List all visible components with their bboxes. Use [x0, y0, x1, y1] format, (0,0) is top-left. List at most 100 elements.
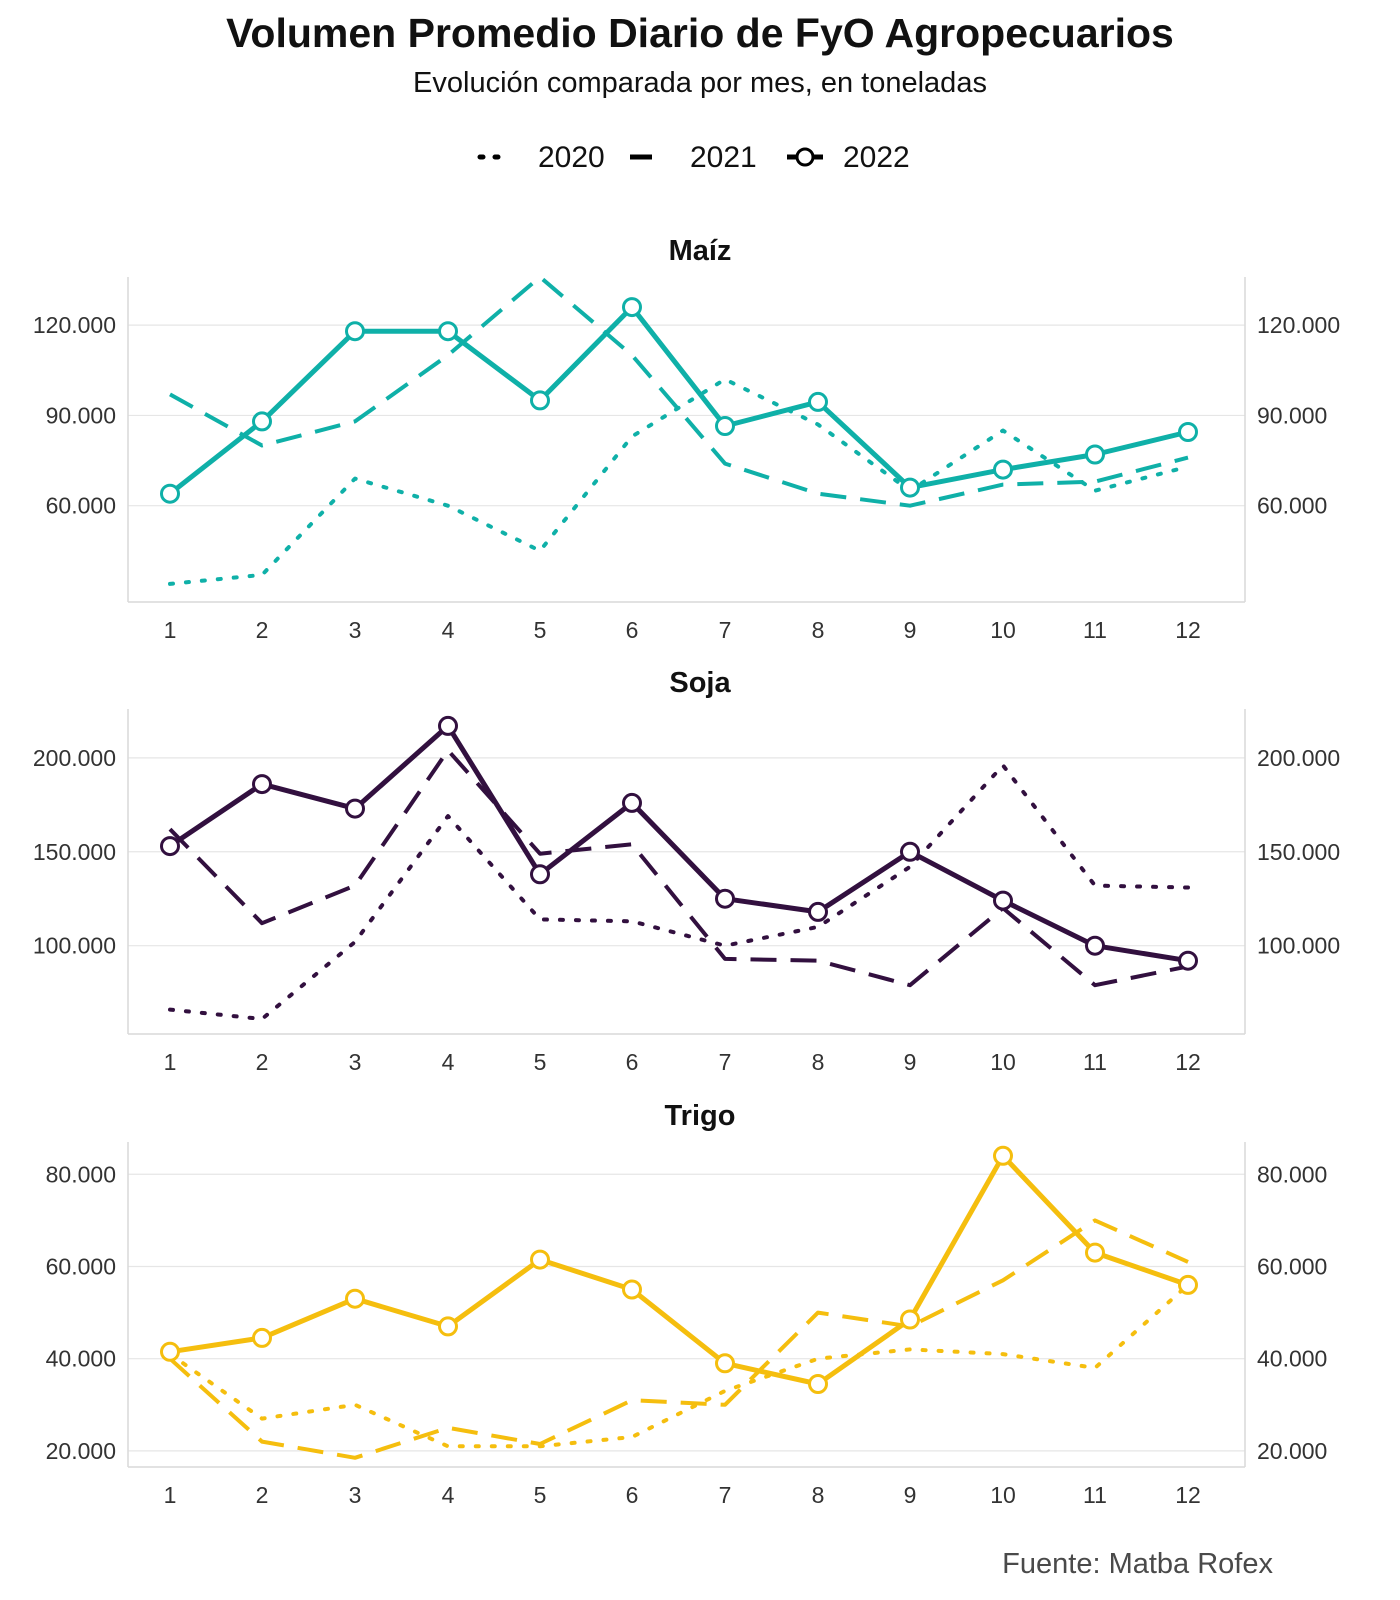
x-tick-label: 2 — [256, 1482, 269, 1508]
x-tick-label: 6 — [626, 617, 639, 643]
data-point-2022 — [1085, 935, 1105, 956]
y-tick-label-left: 40.000 — [46, 1346, 116, 1372]
y-tick-label-left: 80.000 — [46, 1161, 116, 1187]
data-point-2022 — [993, 890, 1013, 911]
data-point-2022 — [622, 792, 642, 813]
data-point-2022 — [530, 864, 550, 885]
x-tick-label: 9 — [904, 617, 917, 643]
y-tick-label-right: 90.000 — [1257, 402, 1327, 428]
panel-maiz: Maíz 60.000 60.000 90.000 90.000 120.000 120.… — [0, 235, 1400, 665]
legend-item-2021: 2021 — [630, 141, 757, 174]
panel-plot-soja: 100.000 100.000 150.000 150.000 200.000 200.0… — [33, 709, 1340, 1075]
y-tick-label-right: 60.000 — [1257, 1253, 1327, 1279]
legend-key-point — [795, 147, 815, 167]
legend: 2020 2021 2022 — [0, 135, 1400, 185]
y-tick-label-left: 120.000 — [33, 312, 116, 338]
x-tick-label: 10 — [990, 1482, 1016, 1508]
panel-title-soja: Soja — [669, 667, 731, 699]
series-line-2021 — [168, 1218, 1189, 1460]
legend-label-2021: 2021 — [690, 141, 757, 174]
data-point-2022 — [900, 477, 920, 498]
x-tick-label: 12 — [1175, 1482, 1201, 1508]
x-tick-label: 7 — [719, 1049, 732, 1075]
data-point-2022 — [808, 391, 828, 412]
x-tick-label: 2 — [256, 617, 269, 643]
legend-item-2022: 2022 — [787, 141, 910, 174]
y-tick-label-left: 60.000 — [46, 1253, 116, 1279]
x-tick-label: 10 — [990, 617, 1016, 643]
data-point-2022 — [160, 483, 180, 504]
x-tick-label: 12 — [1175, 617, 1201, 643]
data-point-2022 — [715, 416, 735, 436]
data-point-2022 — [1178, 422, 1198, 442]
x-tick-label: 1 — [164, 1049, 177, 1075]
data-point-2022 — [808, 1374, 828, 1394]
data-point-2022 — [715, 888, 735, 909]
panel-plot-trigo: 20.000 20.000 40.000 40.000 60.000 60.000 80.0… — [46, 1142, 1327, 1508]
series-line-2021 — [169, 275, 1189, 508]
x-tick-label: 4 — [442, 617, 455, 643]
y-tick-label-left: 60.000 — [46, 493, 116, 519]
data-point-2022 — [715, 1353, 735, 1374]
data-point-2022 — [530, 390, 550, 411]
panel-trigo: Trigo 20.000 20.000 40.000 40.000 60.000 60.0… — [0, 1100, 1400, 1530]
x-tick-label: 9 — [904, 1049, 917, 1075]
legend-label-2022: 2022 — [843, 141, 910, 174]
y-tick-label-right: 20.000 — [1257, 1438, 1327, 1464]
x-tick-label: 6 — [626, 1482, 639, 1508]
y-tick-label-left: 90.000 — [46, 402, 116, 428]
data-point-2022 — [993, 459, 1013, 480]
x-tick-label: 1 — [164, 1482, 177, 1508]
x-tick-label: 4 — [442, 1049, 455, 1075]
chart-title: Volumen Promedio Diario de FyO Agropecua… — [226, 10, 1174, 56]
x-tick-label: 12 — [1175, 1049, 1201, 1075]
legend-label-2020: 2020 — [538, 141, 605, 174]
x-tick-label: 6 — [626, 1049, 639, 1075]
series-line-2022 — [168, 723, 1189, 964]
data-point-2022 — [345, 798, 365, 819]
data-point-2022 — [345, 1288, 365, 1309]
y-tick-label-left: 150.000 — [33, 839, 116, 865]
y-tick-label-left: 20.000 — [46, 1438, 116, 1464]
x-tick-label: 2 — [256, 1049, 269, 1075]
panel-soja: Soja 100.000 100.000 150.000 150.000 200.000… — [0, 667, 1400, 1097]
data-point-2022 — [438, 715, 458, 736]
x-tick-label: 8 — [812, 1049, 825, 1075]
y-tick-label-left: 200.000 — [33, 745, 116, 771]
y-tick-label-right: 40.000 — [1257, 1346, 1327, 1372]
legend-item-2020: 2020 — [477, 141, 605, 174]
x-tick-label: 1 — [164, 617, 177, 643]
source-note: Fuente: Matba Rofex — [1002, 1548, 1273, 1580]
data-point-2022 — [900, 1309, 920, 1330]
series-line-2020 — [168, 377, 1190, 586]
data-point-2022 — [622, 297, 642, 318]
x-tick-label: 11 — [1083, 1482, 1107, 1508]
series-line-2022 — [168, 304, 1189, 496]
x-tick-label: 10 — [990, 1049, 1016, 1075]
data-point-2022 — [252, 411, 272, 432]
y-tick-label-right: 150.000 — [1257, 839, 1340, 865]
data-point-2022 — [160, 836, 180, 857]
data-point-2022 — [1178, 1274, 1198, 1295]
x-tick-label: 5 — [534, 1049, 547, 1075]
x-tick-label: 11 — [1083, 1049, 1107, 1075]
data-point-2022 — [438, 1316, 458, 1337]
series-line-2022 — [169, 1153, 1189, 1387]
data-point-2022 — [252, 774, 272, 795]
x-tick-label: 4 — [442, 1482, 455, 1508]
data-point-2022 — [345, 321, 365, 342]
y-tick-label-right: 60.000 — [1257, 493, 1327, 519]
data-point-2022 — [622, 1279, 642, 1300]
x-tick-label: 7 — [719, 1482, 732, 1508]
x-tick-label: 7 — [719, 617, 732, 643]
y-tick-label-left: 100.000 — [33, 933, 116, 959]
data-point-2022 — [160, 1341, 180, 1362]
series-line-2021 — [168, 748, 1189, 988]
y-tick-label-right: 120.000 — [1257, 312, 1340, 338]
data-point-2022 — [1085, 444, 1105, 465]
x-tick-label: 5 — [534, 1482, 547, 1508]
x-tick-label: 9 — [904, 1482, 917, 1508]
data-point-2022 — [808, 901, 828, 922]
y-tick-label-right: 100.000 — [1257, 933, 1340, 959]
